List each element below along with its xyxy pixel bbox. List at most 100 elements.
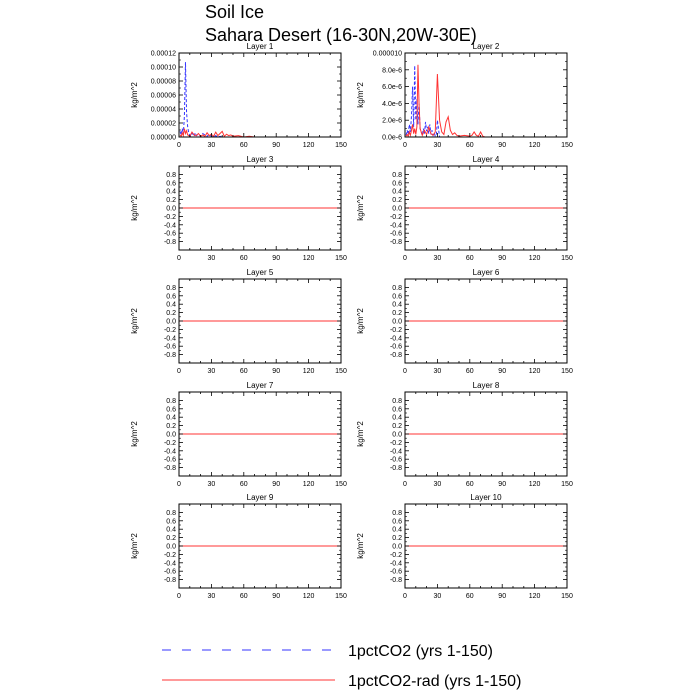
panel-layer-4: Layer 4 kg/m^2 0 30 60 90 120 150 -0.8-0.6 -0.4-0…	[356, 155, 573, 262]
panel-layer-9: Layer 9 kg/m^2 0 30 60 90 120 150 -0.8-0.6 -0.4-0…	[130, 493, 347, 600]
y-tick-label: 0.0	[392, 432, 402, 439]
y-tick-label: 4.0e-6	[382, 101, 402, 108]
x-tick-label: 0	[177, 255, 181, 262]
y-tick-label: 0.0	[392, 319, 402, 326]
y-tick-label: 0.8	[392, 285, 402, 292]
x-tick-label: 30	[208, 142, 216, 149]
x-tick-label: 90	[498, 255, 506, 262]
y-tick-label: 0.000010	[373, 51, 402, 58]
y-axis-label: kg/m^2	[356, 533, 365, 559]
x-tick-label: 0	[403, 255, 407, 262]
plot-frame	[178, 52, 342, 138]
y-tick-label: 0.00008	[151, 79, 176, 86]
figure-title: Soil Ice	[205, 2, 264, 22]
y-tick-label: 0.2	[166, 310, 176, 317]
y-axis-label: kg/m^2	[130, 533, 139, 559]
x-tick-label: 150	[561, 368, 573, 375]
y-tick-label: 0.6	[166, 518, 176, 525]
y-tick-label: 0.2	[166, 197, 176, 204]
y-tick-label: 0.00010	[151, 65, 176, 72]
x-tick-label: 150	[561, 593, 573, 600]
y-tick-label: 0.00004	[151, 107, 176, 114]
y-tick-label: 0.00006	[151, 93, 176, 100]
series-line-1pctco2-rad	[179, 128, 341, 137]
plot-frame	[404, 52, 568, 138]
y-tick-label: -0.4	[164, 448, 176, 455]
panel-layer-10: Layer 10 kg/m^2 0 30 60 90 120 150 -0.8-0.6 -0.4-…	[356, 493, 573, 600]
y-tick-label: 0.4	[392, 415, 402, 422]
panel-title: Layer 2	[473, 42, 500, 51]
y-tick-label: 0.4	[166, 527, 176, 534]
panel-title: Layer 4	[473, 155, 500, 164]
y-axis-label: kg/m^2	[130, 195, 139, 221]
y-tick-label: 0.6	[392, 518, 402, 525]
x-tick-label: 30	[208, 593, 216, 600]
y-tick-label: -0.2	[390, 440, 402, 447]
panel-layer-6: Layer 6 kg/m^2 0 30 60 90 120 150 -0.8-0.6 -0.4-0…	[356, 268, 573, 375]
x-tick-label: 120	[529, 142, 541, 149]
x-tick-label: 120	[303, 142, 315, 149]
x-tick-label: 0	[403, 481, 407, 488]
y-axis-label: kg/m^2	[356, 82, 365, 108]
x-tick-label: 0	[177, 593, 181, 600]
x-tick-label: 150	[335, 368, 347, 375]
x-tick-label: 90	[498, 368, 506, 375]
x-tick-label: 120	[303, 368, 315, 375]
y-axis-label: kg/m^2	[356, 421, 365, 447]
y-tick-label: -0.8	[164, 465, 176, 472]
y-tick-label: 0.4	[166, 302, 176, 309]
y-tick-label: 0.8	[166, 172, 176, 179]
x-tick-label: 90	[498, 481, 506, 488]
y-tick-label: -0.2	[390, 552, 402, 559]
panel-layer-7: Layer 7 kg/m^2 0 30 60 90 120 150 -0.8-0.6 -0.4-0…	[130, 381, 347, 488]
y-tick-label: -0.6	[390, 344, 402, 351]
legend-item-1pctco2-rad: 1pctCO2-rad (yrs 1-150)	[162, 673, 521, 690]
y-tick-label: 0.2	[392, 535, 402, 542]
y-tick-label: 0.8	[392, 398, 402, 405]
y-tick-label: 0.8	[166, 398, 176, 405]
y-tick-label: 0.8	[166, 285, 176, 292]
x-tick-label: 60	[240, 142, 248, 149]
x-tick-label: 90	[272, 255, 280, 262]
x-tick-label: 120	[303, 593, 315, 600]
y-tick-label: -0.2	[164, 327, 176, 334]
x-tick-label: 150	[335, 142, 347, 149]
panel-layer-3: Layer 3 kg/m^2 0 30 60 90 120 150 -0.8-0.6 -0.4-0…	[130, 155, 347, 262]
y-tick-label: -0.6	[390, 231, 402, 238]
panel-title: Layer 5	[247, 268, 274, 277]
panel-title: Layer 9	[247, 493, 274, 502]
y-tick-label: 0.2	[166, 535, 176, 542]
y-tick-label: 0.6	[392, 406, 402, 413]
legend-label-1pctco2: 1pctCO2 (yrs 1-150)	[348, 643, 493, 660]
x-tick-label: 150	[561, 481, 573, 488]
x-tick-label: 120	[529, 255, 541, 262]
y-axis-label: kg/m^2	[130, 82, 139, 108]
y-tick-label: -0.6	[164, 457, 176, 464]
y-tick-label: 0.0e-6	[382, 135, 402, 142]
y-tick-label: -0.6	[164, 569, 176, 576]
y-axis-label: kg/m^2	[356, 308, 365, 334]
y-tick-label: 0.2	[392, 197, 402, 204]
panel-title: Layer 1	[247, 42, 274, 51]
y-axis-label: kg/m^2	[130, 421, 139, 447]
panel-layer-5: Layer 5 kg/m^2 0 30 60 90 120 150 -0.8-0.6 -0.4-0…	[130, 268, 347, 375]
x-tick-label: 0	[177, 368, 181, 375]
y-tick-label: 0.6	[392, 180, 402, 187]
y-tick-label: -0.6	[164, 231, 176, 238]
y-tick-label: -0.2	[164, 440, 176, 447]
x-tick-label: 90	[272, 481, 280, 488]
panel-title: Layer 10	[470, 493, 502, 502]
y-tick-label: 0.2	[392, 310, 402, 317]
figure-subtitle: Sahara Desert (16-30N,20W-30E)	[205, 25, 477, 45]
x-tick-label: 60	[466, 255, 474, 262]
x-tick-label: 30	[434, 593, 442, 600]
y-tick-label: 0.6	[166, 406, 176, 413]
y-tick-label: -0.8	[390, 577, 402, 584]
panel-layer-1: Layer 1 kg/m^2 0 30 60 90 120 150 0.00000 0.00002…	[130, 42, 347, 149]
x-tick-label: 30	[434, 142, 442, 149]
x-tick-label: 0	[403, 142, 407, 149]
y-tick-label: 0.0	[392, 206, 402, 213]
x-tick-label: 90	[272, 368, 280, 375]
y-axis-label: kg/m^2	[130, 308, 139, 334]
